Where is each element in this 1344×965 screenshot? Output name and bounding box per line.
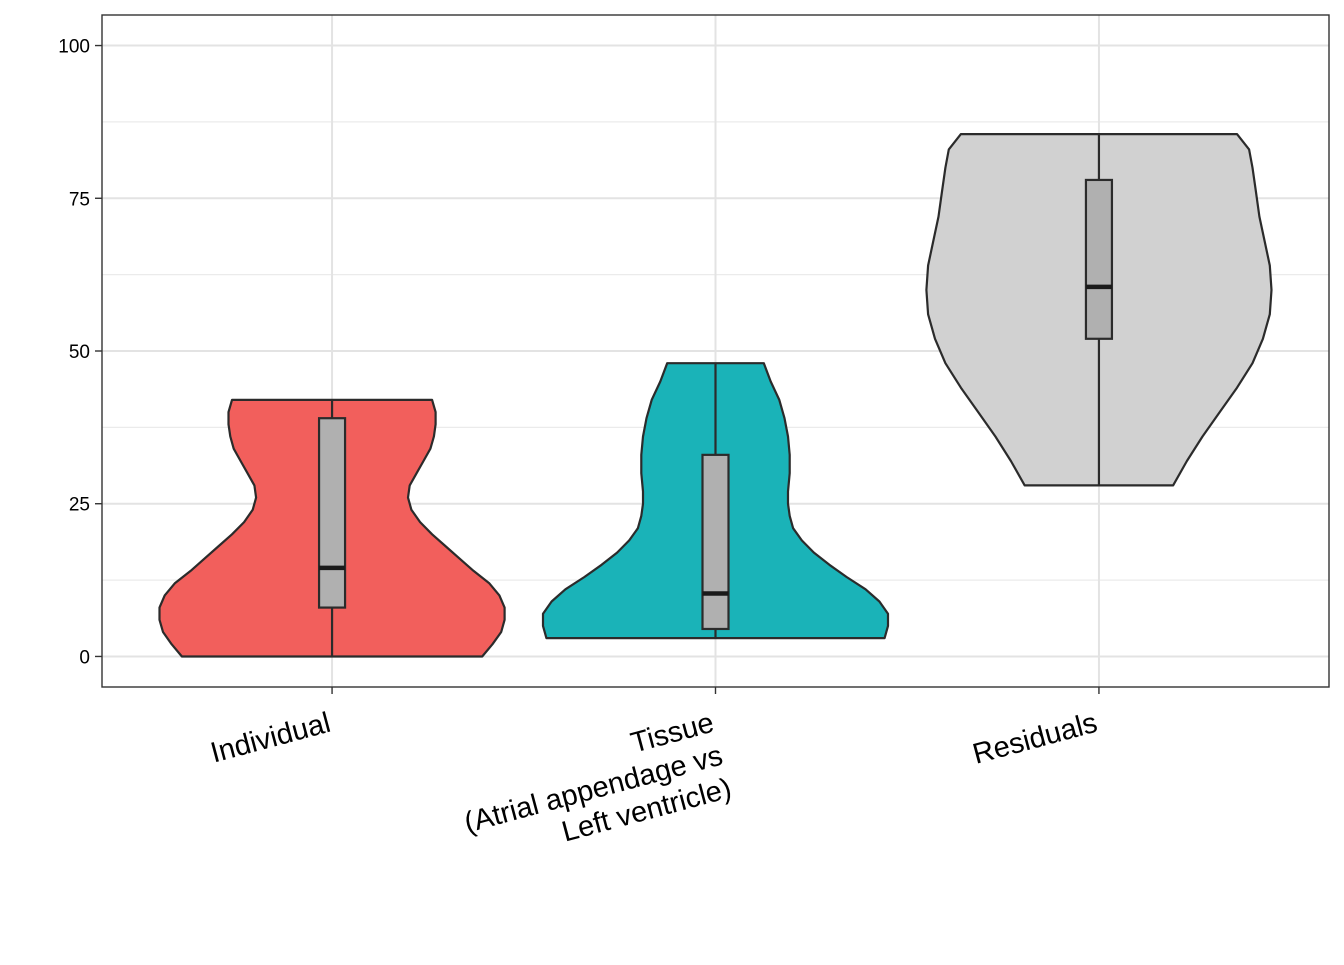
y-tick-label: 50: [69, 342, 90, 363]
box-iqr: [1086, 180, 1112, 339]
y-tick-label: 25: [69, 495, 90, 516]
box-iqr: [703, 455, 729, 629]
box-iqr: [319, 418, 345, 607]
y-tick-label: 0: [79, 647, 90, 668]
y-tick-label: 75: [69, 189, 90, 210]
y-tick-label: 100: [58, 37, 90, 58]
